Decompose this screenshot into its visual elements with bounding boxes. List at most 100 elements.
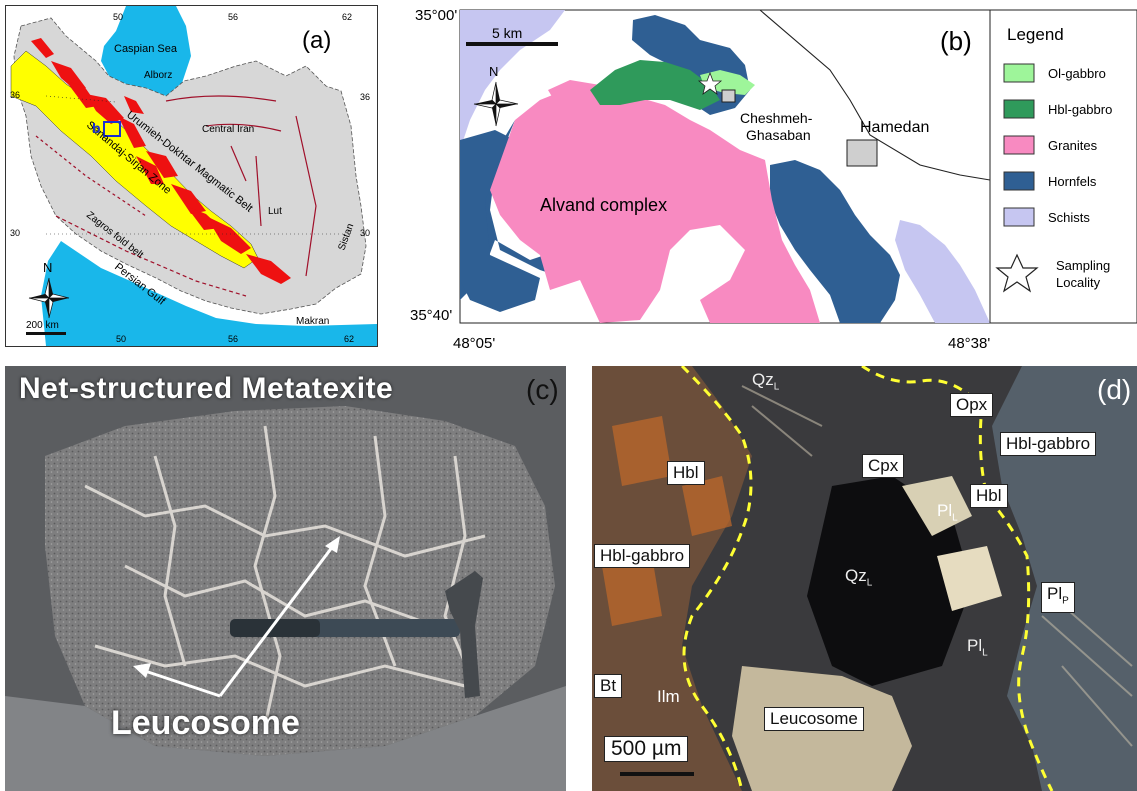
road-line <box>759 9 991 181</box>
lat-tick-left-36: 36 <box>10 90 20 100</box>
legend-label: Granites <box>1048 138 1098 153</box>
hbl-grains <box>602 416 732 626</box>
domain-boundaries <box>680 366 1054 791</box>
photo-title: Net-structured Metatexite <box>19 372 394 405</box>
lat-tick-right-30: 30 <box>360 228 370 238</box>
legend-swatch <box>1003 207 1035 227</box>
label-qz-top: QzL <box>752 370 780 393</box>
panel-c-outcrop-photo: Net-structured Metatexite (c) Leucosome <box>5 366 566 791</box>
central-iran-label: Central Iran <box>202 124 254 135</box>
legend-label: Schists <box>1048 210 1090 225</box>
legend-star-icon <box>995 253 1039 293</box>
hornfels-lower <box>460 130 540 312</box>
legend-star-label-1: Sampling <box>1056 258 1110 273</box>
iran-land <box>13 17 367 315</box>
sampling-star-icon <box>697 71 723 95</box>
lon-left-label: 48°05' <box>453 335 495 352</box>
label-ilm: Ilm <box>657 687 680 706</box>
outcrop-photo-svg <box>5 366 566 791</box>
lon-tick-top-50: 50 <box>113 12 123 22</box>
iran-map-svg: 50 56 62 50 56 62 36 30 36 30 Caspian Se… <box>10 6 377 346</box>
hbl-gabbro-body <box>590 60 720 110</box>
panel-c-letter: (c) <box>526 374 559 405</box>
lon-tick-bot-56: 56 <box>228 334 238 344</box>
label-hbl-right: Hbl <box>970 484 1008 508</box>
lon-tick-top-56: 56 <box>228 12 238 22</box>
scale-bar <box>26 332 66 335</box>
scale-label-b: 5 km <box>492 25 522 41</box>
legend-swatch <box>1003 171 1035 191</box>
lat-bottom-label: 35°40' <box>410 307 452 324</box>
schists-right <box>895 220 990 323</box>
hamedan-marker <box>846 139 878 167</box>
geologic-map-svg: 35°00' 35°40' 48°05' 48°38' Cheshmeh- Gh… <box>410 7 1137 352</box>
label-hbl-gabbro-left: Hbl-gabbro <box>594 544 691 568</box>
lat-tick-left-30: 30 <box>10 228 20 238</box>
persian-gulf <box>41 241 377 346</box>
pl-grain-2 <box>937 546 1002 611</box>
legend-swatch <box>1003 63 1035 83</box>
label-cpx: Cpx <box>862 454 905 478</box>
makran-label: Makran <box>296 316 329 327</box>
pl-laths <box>741 385 1133 747</box>
magmatic-bodies <box>31 38 291 284</box>
label-qz-center: QzL <box>845 566 873 589</box>
label-scale: 500 µm <box>604 736 689 762</box>
north-label: N <box>43 260 52 275</box>
panel-b-geologic-map: 35°00' 35°40' 48°05' 48°38' Cheshmeh- Gh… <box>400 0 1137 355</box>
legend-title: Legend <box>1007 25 1064 44</box>
alborz-label: Alborz <box>144 70 172 81</box>
label-pl-l: PlL <box>937 501 958 524</box>
north-arrow-b-icon <box>473 81 519 127</box>
panel-a-iran-map: 50 56 62 50 56 62 36 30 36 30 Caspian Se… <box>5 5 378 347</box>
lut-label: Lut <box>268 206 282 217</box>
label-pl-p: PlP <box>1041 582 1075 614</box>
lat-tick-right-36: 36 <box>360 92 370 102</box>
pl-grain-light <box>902 476 972 536</box>
label-hbl-left: Hbl <box>667 461 705 485</box>
leucosome-arrows <box>133 536 340 698</box>
foreground-rock <box>5 686 566 791</box>
label-bt: Bt <box>594 674 623 698</box>
legend-items: Ol-gabbro Hbl-gabbro Granites Hornfels Schis… <box>1003 63 1112 227</box>
boulder <box>45 406 555 756</box>
legend-swatch <box>1003 135 1035 155</box>
scale-bar-b <box>466 42 558 46</box>
hornfels-east <box>770 160 900 323</box>
legend-swatch <box>1003 99 1035 119</box>
lon-right-label: 48°38' <box>948 335 990 352</box>
panel-b-letter: (b) <box>940 26 972 56</box>
caspian-label: Caspian Sea <box>114 43 178 55</box>
leucosome-veins <box>84 425 486 727</box>
study-area-box <box>103 121 121 137</box>
faults <box>35 95 317 297</box>
lon-tick-bot-62: 62 <box>344 334 354 344</box>
ghasaban-label: Ghasaban <box>746 127 811 143</box>
granites-alvand <box>490 90 820 323</box>
scale-bar-d <box>620 772 694 776</box>
legend-star-label-2: Locality <box>1056 275 1101 290</box>
label-opx: Opx <box>950 393 994 417</box>
label-leucosome: Leucosome <box>764 707 864 731</box>
hammer <box>230 571 483 698</box>
box-label: b <box>92 120 101 136</box>
north-label-b: N <box>489 64 498 79</box>
legend-label: Ol-gabbro <box>1048 66 1106 81</box>
panel-d-letter: (d) <box>1097 374 1132 405</box>
hamedan-label: Hamedan <box>860 119 929 136</box>
leucosome-label: Leucosome <box>111 704 300 742</box>
alvand-label: Alvand complex <box>540 195 667 215</box>
label-pl-l2: PlL <box>967 636 988 659</box>
cheshmeh-ghasaban-marker <box>721 89 736 103</box>
cheshmeh-label: Cheshmeh- <box>740 110 813 126</box>
panel-d-micrograph: Hbl Cpx Opx Hbl-gabbro Hbl Hbl-gabbro Pl… <box>592 366 1137 791</box>
scale-label: 200 km <box>26 320 59 331</box>
panel-a-letter: (a) <box>302 27 331 54</box>
lon-tick-bot-50: 50 <box>116 334 126 344</box>
legend-label: Hbl-gabbro <box>1048 102 1112 117</box>
caspian-sea <box>101 6 191 96</box>
lat-top-label: 35°00' <box>415 7 457 24</box>
legend-label: Hornfels <box>1048 174 1097 189</box>
lon-tick-top-62: 62 <box>342 12 352 22</box>
north-arrow-icon <box>28 277 70 319</box>
